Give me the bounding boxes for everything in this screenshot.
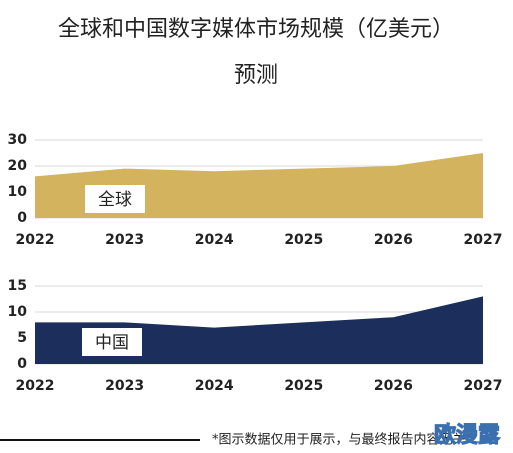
x-tick-label: 2022 [16,232,55,248]
title-line: 预测 [234,63,278,88]
area [35,296,483,364]
y-tick-label: 20 [8,158,28,174]
x-tick-label: 2025 [284,378,323,394]
x-tick-label: 2023 [105,378,144,394]
x-tick-label: 2026 [374,378,413,394]
x-tick-label: 2022 [16,378,55,394]
x-tick-label: 2027 [464,378,503,394]
series-label-box [85,185,145,213]
x-tick-label: 2024 [195,378,234,394]
y-tick-label: 10 [8,184,28,200]
y-tick-label: 0 [17,356,27,372]
y-tick-label: 0 [17,210,27,226]
y-tick-label: 10 [8,304,28,320]
watermark: 欧漫露 [434,422,501,448]
x-tick-label: 2024 [195,232,234,248]
area [35,153,483,218]
y-tick-label: 30 [8,132,28,148]
y-tick-label: 5 [17,330,27,346]
x-tick-label: 2025 [284,232,323,248]
x-tick-label: 2026 [374,232,413,248]
y-tick-label: 15 [8,278,27,294]
title-line: 全球和中国数字媒体市场规模（亿美元） [58,17,454,42]
footnote: *图示数据仅用于展示，与最终报告内容无关 [212,432,466,448]
series-label-box [82,328,142,356]
x-tick-label: 2023 [105,232,144,248]
x-tick-label: 2027 [464,232,503,248]
series-label: 全球 [98,190,132,210]
series-label: 中国 [95,333,129,353]
